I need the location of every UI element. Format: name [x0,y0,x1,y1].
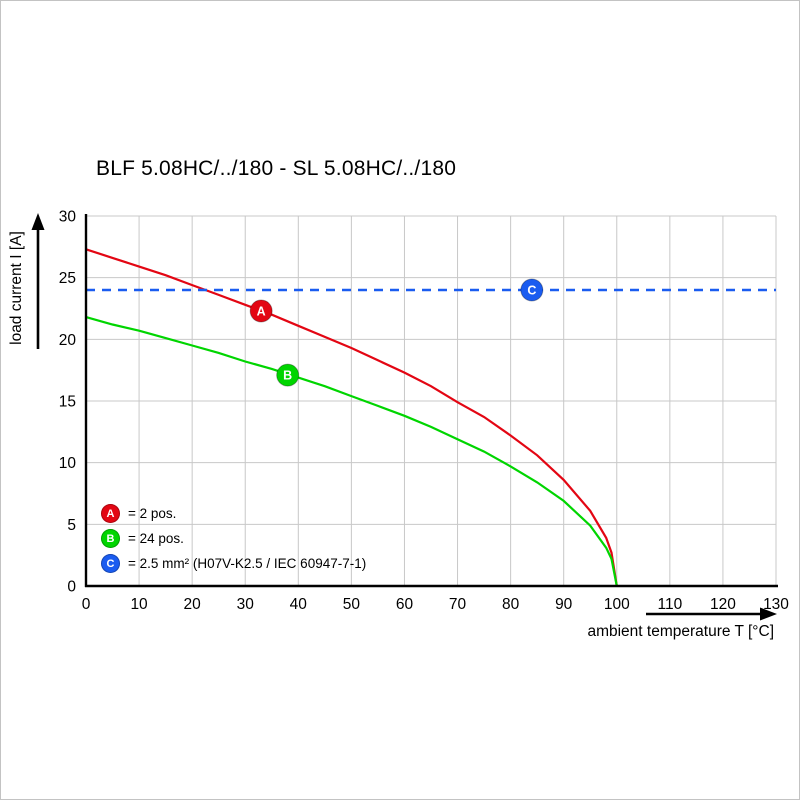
chart-title: BLF 5.08HC/../180 - SL 5.08HC/../180 [96,157,457,180]
x-tick-label-70: 70 [449,596,467,613]
legend-label-a: = 2 pos. [128,506,177,521]
y-tick-label-20: 20 [59,332,77,349]
legend-marker-c: C [101,554,120,573]
x-tick-label-50: 50 [343,596,361,613]
x-tick-label-130: 130 [763,596,789,613]
legend-marker-b: B [101,529,120,548]
curve-a [85,248,618,587]
marker-b [276,363,300,387]
y-arrow-head [31,213,45,230]
x-tick-label-100: 100 [604,596,630,613]
marker-letter-a: A [257,304,266,318]
legend-item-c: C = 2.5 mm² (H07V-K2.5 / IEC 60947-7-1) [101,551,366,576]
y-tick-label-15: 15 [59,394,76,411]
x-tick-label-40: 40 [290,596,308,613]
legend-marker-a: A [101,504,120,523]
x-tick-label-110: 110 [657,596,682,613]
y-tick-label-10: 10 [59,455,77,472]
marker-letter-b: B [283,369,292,383]
y-tick-label-5: 5 [67,517,76,534]
x-tick-label-90: 90 [555,596,573,613]
curve-b [85,316,618,587]
x-tick-label-120: 120 [710,596,736,613]
x-tick-label-10: 10 [130,596,148,613]
y-tick-label-0: 0 [67,579,76,596]
y-tick-label-30: 30 [59,209,77,226]
legend-item-b: B = 24 pos. [101,526,366,551]
x-axis-label: ambient temperature T [°C] [587,623,774,640]
x-tick-label-20: 20 [184,596,202,613]
x-tick-label-0: 0 [82,596,91,613]
marker-letter-c: C [527,284,536,298]
x-tick-label-80: 80 [502,596,520,613]
x-arrow-head [760,607,777,621]
marker-a [249,299,273,323]
x-tick-label-30: 30 [237,596,255,613]
x-tick-label-60: 60 [396,596,414,613]
marker-c [520,278,544,302]
legend-label-c: = 2.5 mm² (H07V-K2.5 / IEC 60947-7-1) [128,556,367,571]
chart-legend: A = 2 pos. B = 24 pos. C = 2.5 mm² (H07V… [101,501,366,576]
legend-item-a: A = 2 pos. [101,501,366,526]
legend-label-b: = 24 pos. [128,531,184,546]
y-tick-label-25: 25 [59,270,76,287]
